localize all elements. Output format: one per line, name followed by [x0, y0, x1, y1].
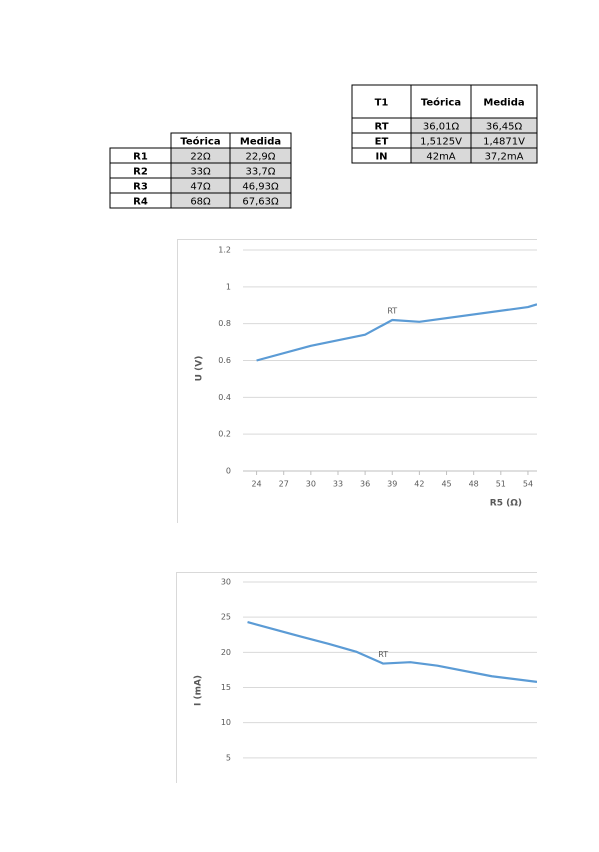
y-tick-label: 30	[221, 578, 231, 587]
cell-text: 1,4871V	[483, 137, 525, 148]
chart: 0 0.2 0.4 0.6 0.8 1 1.2 24 27 30 33 36 39 42 45 48 51 54 R…	[177, 239, 537, 523]
y-axis-label: I (mA)	[194, 675, 204, 706]
row-label: IN	[375, 152, 387, 163]
header-text: Teórica	[180, 136, 220, 148]
y-tick-label: 1	[226, 282, 231, 291]
header-text: Medida	[240, 137, 281, 148]
y-tick-label: 0.4	[218, 393, 231, 402]
header-text: Medida	[483, 98, 524, 109]
annotation: RT	[378, 650, 388, 659]
row-label: R4	[133, 197, 148, 208]
table: Teórica Medida R1 22Ω 22,9Ω R2 33Ω 33,7Ω R3 47Ω 46…	[109, 132, 292, 209]
row-label: R1	[133, 152, 148, 163]
x-tick-label: 45	[441, 480, 451, 489]
y-tick-label: 5	[226, 753, 231, 762]
y-tick-label: 0.6	[218, 356, 231, 365]
y-axis-label: U (V)	[195, 356, 205, 382]
cell-text: 36,45Ω	[486, 122, 523, 133]
header-cell	[470, 84, 538, 119]
cell-text: 67,63Ω	[242, 197, 279, 208]
header-text: T1	[375, 98, 389, 109]
x-tick-label: 39	[387, 480, 397, 489]
cell-text: 46,93Ω	[242, 182, 279, 193]
x-tick-label: 54	[523, 480, 533, 489]
x-tick-label: 33	[333, 480, 343, 489]
x-axis-label: R5 (Ω)	[490, 499, 522, 509]
cell-text: 36,01Ω	[423, 122, 460, 133]
cell-bg	[470, 147, 538, 164]
cell-text: 47Ω	[190, 182, 211, 193]
y-tick-label: 0.8	[218, 319, 231, 328]
x-tick-label: 36	[360, 480, 370, 489]
cell-text: 22,9Ω	[246, 152, 276, 163]
y-tick-label: 0.2	[218, 430, 231, 439]
x-tick-label: 24	[251, 480, 261, 489]
x-tick-label: 30	[306, 480, 316, 489]
cell-text: 37,2mA	[485, 152, 524, 163]
row-label: ET	[375, 137, 389, 148]
row-label: R3	[133, 182, 148, 193]
table: T1 Teórica Medida RT 36,01Ω 36,45Ω ET 1,5125V 1,…	[351, 84, 538, 164]
cell-text: 33Ω	[190, 167, 211, 178]
y-tick-label: 20	[221, 648, 231, 657]
data-line	[247, 621, 537, 683]
row-label: R2	[133, 167, 148, 178]
y-tick-label: 15	[221, 683, 231, 692]
cell-text: 22Ω	[190, 152, 211, 163]
cell-text: 42mA	[426, 152, 455, 163]
chart-frame	[176, 572, 537, 783]
header-cell	[351, 84, 412, 119]
cell-text: 68Ω	[190, 197, 211, 208]
x-tick-label: 42	[414, 480, 424, 489]
data-line	[256, 303, 537, 362]
header-text: Teórica	[421, 97, 461, 109]
x-tick-label: 27	[279, 480, 289, 489]
cell-text: 33,7Ω	[246, 167, 276, 178]
y-tick-label: 25	[221, 613, 231, 622]
chart-frame	[177, 239, 537, 523]
cell-text: 1,5125V	[420, 137, 462, 148]
chart: 5 10 15 20 25 30 I (mA) RT	[176, 572, 537, 783]
y-tick-label: 0	[226, 467, 231, 476]
x-tick-label: 51	[496, 480, 506, 489]
y-tick-label: 1.2	[218, 246, 231, 255]
annotation: RT	[387, 306, 397, 315]
y-tick-label: 10	[221, 718, 231, 727]
row-label: RT	[374, 122, 388, 133]
x-tick-label: 48	[469, 480, 479, 489]
cell-bg	[229, 192, 292, 209]
